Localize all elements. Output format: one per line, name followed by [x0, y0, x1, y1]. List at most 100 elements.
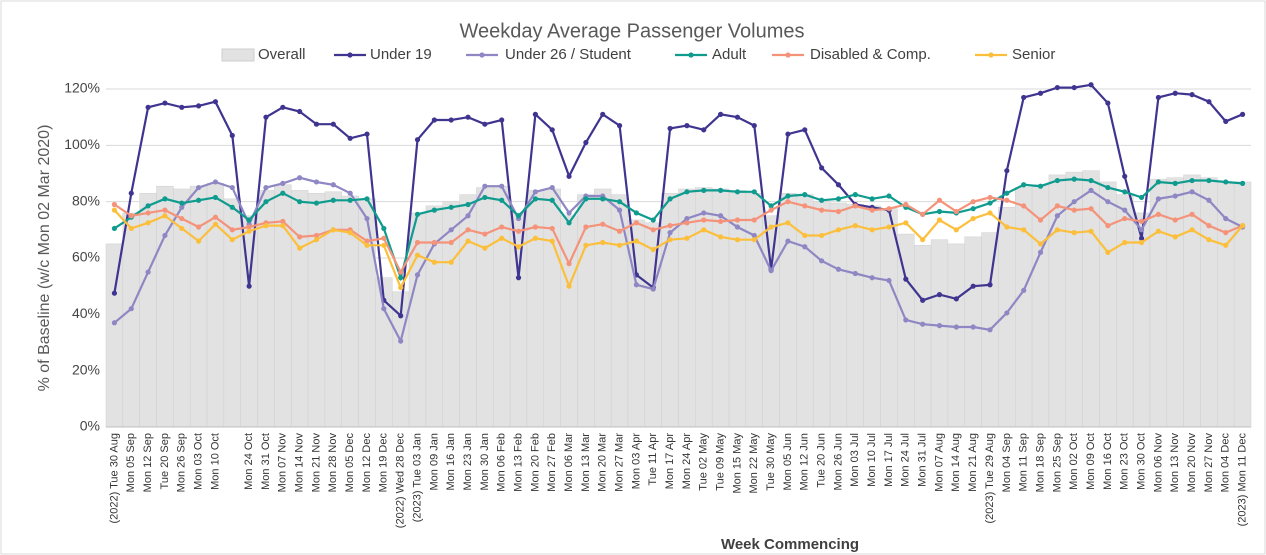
- point: [751, 123, 757, 129]
- point: [499, 197, 505, 203]
- point: [650, 227, 656, 233]
- point: [600, 221, 606, 227]
- point: [717, 218, 724, 224]
- point: [465, 213, 471, 219]
- point: [667, 237, 673, 243]
- point: [398, 313, 404, 319]
- point: [1189, 177, 1195, 184]
- point: [667, 196, 673, 202]
- point: [1105, 184, 1111, 191]
- point: [111, 201, 118, 208]
- point: [414, 252, 421, 258]
- x-tick-label: Mon 26 Jun: [832, 433, 844, 490]
- x-tick-label: Mon 31 Oct: [260, 433, 272, 490]
- point: [313, 232, 320, 239]
- x-tick-label: Mon 09 Oct: [1085, 433, 1097, 490]
- point: [515, 244, 522, 250]
- point: [1239, 223, 1246, 229]
- point: [549, 238, 555, 244]
- x-tick-label: Mon 03 Apr: [630, 433, 642, 490]
- point: [633, 210, 640, 216]
- point: [936, 197, 943, 203]
- series-line: [113, 83, 1244, 318]
- point: [734, 224, 741, 230]
- point: [684, 235, 690, 241]
- point: [717, 111, 724, 117]
- point: [1088, 228, 1094, 234]
- point: [145, 269, 151, 275]
- x-tick-label: Mon 20 Nov: [1186, 433, 1198, 493]
- point: [616, 228, 623, 234]
- point: [785, 193, 791, 199]
- point: [1189, 211, 1195, 217]
- point: [936, 292, 943, 298]
- point: [768, 207, 774, 213]
- point: [482, 194, 488, 201]
- point: [785, 220, 791, 226]
- point: [953, 208, 959, 215]
- point: [330, 227, 336, 233]
- x-tick-label: Mon 30 Oct: [1135, 433, 1147, 490]
- point: [802, 127, 808, 133]
- point: [920, 237, 926, 243]
- point: [903, 317, 909, 323]
- point: [1105, 100, 1111, 106]
- point: [431, 259, 437, 265]
- point: [162, 196, 168, 202]
- x-tick-label: Tue 02 May: [698, 433, 710, 491]
- bar: [880, 208, 898, 428]
- point: [566, 261, 572, 267]
- point: [549, 197, 555, 203]
- point: [650, 286, 656, 292]
- point: [212, 221, 219, 227]
- bar: [796, 194, 814, 428]
- point: [1071, 199, 1077, 205]
- point: [196, 184, 202, 191]
- x-tick-label: Mon 13 Nov: [1169, 433, 1181, 493]
- point: [1004, 310, 1010, 316]
- legend-label: Adult: [712, 46, 747, 63]
- point: [903, 220, 909, 226]
- point: [179, 215, 185, 222]
- point: [263, 199, 269, 205]
- bar: [897, 233, 915, 428]
- point: [987, 282, 993, 288]
- bar: [1048, 174, 1067, 428]
- point: [819, 207, 825, 213]
- point: [1021, 203, 1027, 209]
- x-tick-label: Tue 20 Jun: [816, 433, 828, 488]
- point: [583, 196, 589, 202]
- point: [701, 217, 707, 223]
- point: [364, 238, 370, 244]
- point: [280, 218, 286, 224]
- bar: [1200, 177, 1218, 428]
- x-tick-label: (2023) Mon 11 Dec: [1236, 433, 1248, 527]
- point: [1037, 90, 1044, 96]
- bar: [1015, 187, 1033, 428]
- x-tick-label: Mon 14 Aug: [950, 433, 962, 492]
- point: [1172, 180, 1178, 186]
- x-tick-label: Mon 26 Sep: [176, 433, 188, 492]
- point: [1189, 92, 1195, 98]
- point: [835, 266, 842, 272]
- point: [111, 207, 118, 213]
- point: [381, 225, 387, 232]
- point: [1155, 211, 1161, 217]
- point: [751, 237, 757, 243]
- legend-marker: [785, 52, 791, 58]
- x-tick-label: Tue 20 Sep: [159, 433, 171, 489]
- y-tick-label: 120%: [64, 80, 100, 96]
- x-tick-label: Mon 09 Jan: [428, 433, 440, 490]
- point: [128, 225, 134, 232]
- point: [482, 183, 488, 189]
- point: [1223, 179, 1229, 185]
- point: [549, 127, 555, 133]
- point: [751, 217, 757, 223]
- x-tick-label: Mon 03 Jul: [849, 433, 861, 487]
- point: [482, 245, 488, 251]
- legend-marker: [988, 52, 994, 58]
- legend-label: Disabled & Comp.: [810, 46, 931, 63]
- point: [448, 204, 454, 210]
- legend-label: Overall: [258, 46, 306, 63]
- legend-swatch: [221, 48, 255, 62]
